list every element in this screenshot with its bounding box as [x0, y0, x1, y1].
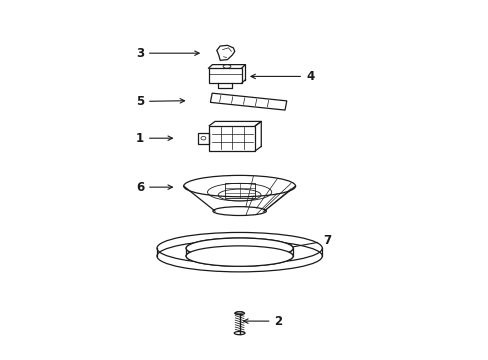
Ellipse shape — [234, 312, 244, 315]
Text: 4: 4 — [250, 70, 314, 83]
Ellipse shape — [186, 246, 292, 266]
Ellipse shape — [234, 332, 244, 335]
Text: 2: 2 — [243, 315, 282, 328]
Ellipse shape — [186, 238, 292, 258]
Text: 7: 7 — [287, 234, 330, 249]
Ellipse shape — [186, 246, 292, 266]
Text: 1: 1 — [136, 132, 172, 145]
Text: 3: 3 — [136, 47, 199, 60]
Ellipse shape — [186, 238, 292, 258]
Text: 5: 5 — [136, 95, 184, 108]
Text: 6: 6 — [136, 181, 172, 194]
